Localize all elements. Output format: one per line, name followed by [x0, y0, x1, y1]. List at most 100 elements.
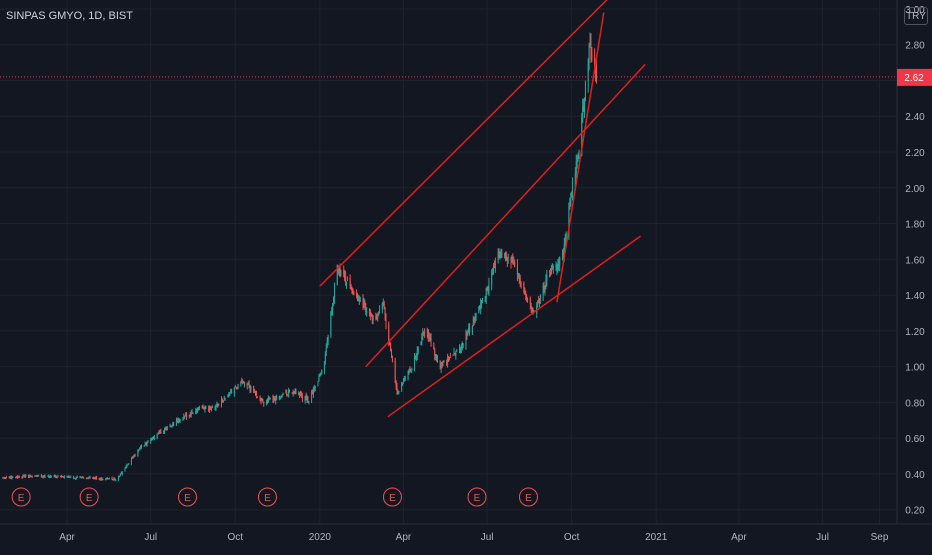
- candle-body: [69, 476, 71, 478]
- candle-body: [427, 329, 429, 337]
- candle-body: [118, 476, 120, 481]
- candle-body: [159, 432, 161, 434]
- candle-body: [461, 342, 463, 347]
- candle-body: [403, 379, 405, 381]
- candle-body: [312, 388, 314, 395]
- candle-body: [227, 395, 229, 397]
- candle-body: [273, 398, 275, 402]
- candle-body: [376, 318, 378, 320]
- candle-body: [479, 305, 481, 309]
- trendlines[interactable]: [319, 0, 646, 418]
- candle-body: [383, 302, 385, 309]
- candle-body: [512, 259, 514, 262]
- candle-body: [576, 161, 578, 163]
- candle-body: [113, 478, 115, 481]
- trendline[interactable]: [365, 63, 646, 368]
- earnings-marker[interactable]: E: [467, 487, 487, 507]
- candle-body: [558, 263, 560, 266]
- candle-body: [4, 478, 6, 480]
- price-axis-panel[interactable]: [897, 0, 932, 524]
- candle-body: [223, 398, 225, 400]
- candle-body: [165, 428, 167, 430]
- candle-body: [460, 345, 462, 350]
- candle-body: [434, 349, 436, 356]
- candle-body: [157, 433, 159, 435]
- candle-body: [5, 477, 7, 479]
- earnings-marker-label: E: [389, 493, 396, 504]
- candle-body: [471, 325, 473, 333]
- candle-body: [331, 308, 333, 314]
- candle-body: [493, 266, 495, 272]
- earnings-marker-label: E: [264, 493, 271, 504]
- candle-body: [281, 395, 283, 398]
- earnings-marker[interactable]: E: [79, 487, 99, 507]
- candle-body: [56, 476, 58, 478]
- candle-body: [42, 475, 44, 478]
- candle-body: [166, 427, 168, 431]
- earnings-marker[interactable]: E: [518, 487, 538, 507]
- candle-body: [189, 414, 191, 416]
- candle-body: [25, 475, 27, 477]
- candle-body: [49, 476, 51, 478]
- candle-body: [68, 476, 70, 478]
- candle-body: [454, 352, 456, 354]
- time-axis-panel[interactable]: [0, 524, 932, 550]
- time-axis[interactable]: Apr Jul Oct 2020 Apr Jul Oct 2021 Apr Jul Sep: [59, 532, 889, 543]
- candle-body: [61, 475, 63, 478]
- earnings-marker[interactable]: E: [382, 487, 402, 507]
- candle-body: [228, 394, 230, 398]
- candle-body: [156, 434, 158, 439]
- candle-body: [500, 253, 502, 256]
- currency-button[interactable]: TRY: [904, 7, 928, 25]
- candle-body: [214, 407, 216, 409]
- candle-body: [584, 82, 586, 101]
- candle-body: [183, 416, 185, 418]
- candle-body: [152, 436, 154, 439]
- candle-body: [79, 477, 81, 479]
- candle-body: [254, 391, 256, 393]
- candle-body: [537, 301, 539, 307]
- candle-body: [140, 446, 142, 449]
- candle-body: [488, 284, 490, 291]
- trendline[interactable]: [319, 0, 609, 287]
- candle-body: [81, 476, 83, 478]
- candle-body: [478, 306, 480, 313]
- candle-body: [563, 244, 565, 258]
- candle-body: [70, 476, 72, 478]
- candle-body: [429, 338, 431, 340]
- candle-body: [291, 392, 293, 394]
- y-tick-label: 1.60: [905, 255, 925, 266]
- candle-body: [12, 476, 14, 478]
- y-tick-label: 0.60: [905, 434, 925, 445]
- candle-body: [556, 267, 558, 269]
- candle-body: [459, 348, 461, 351]
- earnings-marker[interactable]: E: [11, 487, 31, 507]
- candle-body: [88, 477, 90, 479]
- x-tick-label: 2021: [645, 532, 668, 543]
- trendline[interactable]: [556, 12, 605, 303]
- candle-body: [17, 476, 19, 478]
- candle-body: [80, 476, 82, 478]
- x-tick-label: Oct: [227, 532, 243, 543]
- candle-body: [332, 303, 334, 311]
- candle-body: [171, 426, 173, 428]
- candle-body: [538, 298, 540, 302]
- candle-body: [532, 310, 534, 313]
- earnings-marker[interactable]: E: [177, 487, 197, 507]
- candle-body: [327, 335, 329, 344]
- candle-body: [44, 475, 46, 478]
- candle-body: [221, 400, 223, 402]
- candle-body: [494, 260, 496, 269]
- candle-body: [433, 345, 435, 349]
- candle-body: [130, 458, 132, 464]
- earnings-marker-label: E: [474, 493, 481, 504]
- earnings-marker[interactable]: E: [257, 487, 277, 507]
- trendline[interactable]: [387, 235, 642, 418]
- candle-body: [435, 354, 437, 358]
- candle-body: [448, 357, 450, 360]
- candle-body: [391, 350, 393, 358]
- candle-body: [220, 399, 222, 406]
